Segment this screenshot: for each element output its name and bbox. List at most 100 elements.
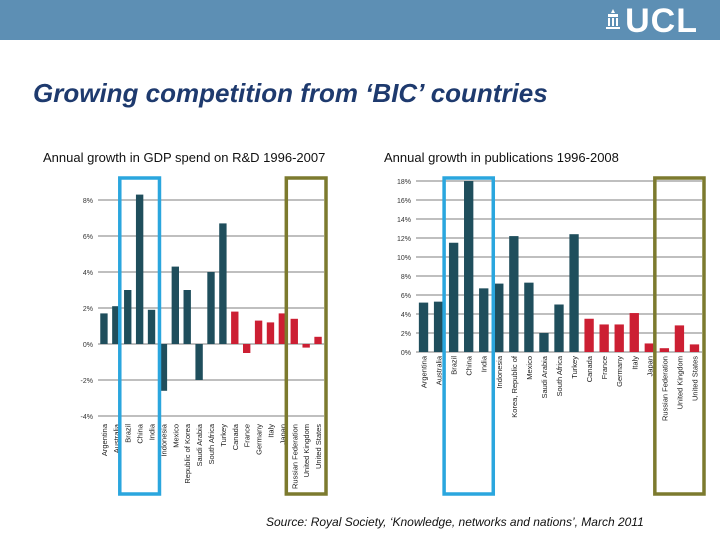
pub-highlight-box-other bbox=[653, 176, 706, 496]
rd-bar bbox=[100, 313, 108, 344]
ucl-logo: UCL bbox=[606, 2, 698, 40]
pub-ytick-label: 8% bbox=[401, 274, 411, 281]
pub-category-label: United Kingdom bbox=[675, 356, 684, 409]
rd-ytick-label: 0% bbox=[83, 342, 93, 349]
rd-category-label: China bbox=[136, 423, 145, 443]
pub-bar bbox=[674, 325, 685, 352]
rd-category-label: India bbox=[148, 423, 157, 440]
rd-bar bbox=[278, 313, 287, 344]
rd-bar bbox=[171, 266, 180, 344]
pub-category-label: Mexico bbox=[525, 356, 534, 380]
rd-ytick-label: 8% bbox=[83, 198, 93, 205]
pub-category-label: Turkey bbox=[570, 356, 579, 379]
pub-bar bbox=[494, 283, 504, 352]
pub-category-label: Korea, Republic of bbox=[510, 355, 519, 418]
rd-ytick-label: 2% bbox=[83, 306, 93, 313]
pub-category-label: Russian Federation bbox=[660, 356, 669, 421]
source-note: Source: Royal Society, ‘Knowledge, netwo… bbox=[266, 515, 644, 529]
chart2-title: Annual growth in publications 1996-2008 bbox=[384, 150, 619, 165]
rd-category-label: Germany bbox=[255, 424, 264, 455]
pub-bar bbox=[599, 324, 609, 352]
pub-ytick-label: 16% bbox=[397, 198, 411, 205]
pub-bar bbox=[644, 343, 654, 352]
pub-category-label: Argentina bbox=[420, 355, 429, 388]
pub-bar bbox=[659, 348, 670, 352]
pub-category-label: Australia bbox=[435, 355, 444, 385]
rd-bar bbox=[231, 311, 239, 344]
rd-category-label: United States bbox=[314, 424, 323, 469]
pub-bar bbox=[418, 302, 429, 352]
rd-category-label: Indonesia bbox=[159, 423, 168, 456]
rd-bar bbox=[159, 344, 168, 391]
header-bar: UCL bbox=[0, 0, 720, 40]
pub-category-label: Brazil bbox=[450, 356, 459, 375]
rd-category-label: Turkey bbox=[219, 424, 228, 447]
rd-bar bbox=[254, 320, 263, 344]
rd-bar bbox=[219, 223, 227, 344]
pub-bar bbox=[554, 304, 564, 352]
pub-category-label: Japan bbox=[645, 356, 654, 376]
rd-highlight-box-bic bbox=[118, 176, 162, 496]
pub-category-label: Indonesia bbox=[495, 355, 504, 388]
rd-bar bbox=[135, 194, 144, 344]
pub-category-label: Germany bbox=[615, 356, 624, 387]
pub-bar bbox=[509, 236, 519, 352]
rd-category-label: South Africa bbox=[207, 423, 216, 464]
rd-growth-chart: -4% -2% 0% 2% 4% 6% 8% Argentina Australia Brazil… bbox=[81, 176, 328, 496]
logo-text: UCL bbox=[625, 2, 698, 40]
pub-category-label: Italy bbox=[630, 356, 639, 370]
rd-bar bbox=[195, 344, 203, 380]
pub-ytick-label: 4% bbox=[401, 312, 411, 319]
pub-bar bbox=[629, 313, 639, 352]
pub-bar bbox=[569, 234, 579, 352]
rd-bar bbox=[207, 272, 215, 344]
publications-growth-chart: 0% 2% 4% 6% 8% 10% 12% 14% 16% 18% Argentina Austra… bbox=[397, 176, 706, 496]
pub-bar bbox=[584, 318, 594, 352]
rd-category-label: Republic of Korea bbox=[183, 423, 192, 483]
rd-bar bbox=[266, 322, 275, 344]
rd-category-label: Russian Federation bbox=[290, 424, 299, 489]
rd-ytick-label: -2% bbox=[81, 378, 93, 385]
portico-icon bbox=[606, 9, 621, 29]
pub-bar bbox=[479, 288, 489, 352]
pub-category-label: South Africa bbox=[555, 355, 564, 396]
rd-bar bbox=[183, 290, 191, 344]
rd-bar bbox=[112, 306, 120, 344]
pub-ytick-label: 2% bbox=[401, 331, 411, 338]
rd-category-label: Australia bbox=[112, 423, 121, 453]
rd-ytick-label: 4% bbox=[83, 270, 93, 277]
pub-category-label: China bbox=[465, 355, 474, 375]
rd-category-label: Saudi Arabia bbox=[195, 423, 204, 466]
rd-ytick-label: 6% bbox=[83, 234, 93, 241]
page-title: Growing competition from ‘BIC’ countries bbox=[33, 78, 548, 108]
pub-ytick-label: 10% bbox=[397, 255, 411, 262]
pub-bar bbox=[433, 301, 444, 352]
pub-category-label: United States bbox=[690, 356, 699, 401]
rd-bar bbox=[147, 309, 156, 344]
pub-bar bbox=[448, 242, 459, 352]
rd-category-label: Mexico bbox=[171, 424, 180, 448]
rd-category-label: Argentina bbox=[100, 423, 109, 456]
pub-bar bbox=[689, 344, 700, 352]
pub-bar bbox=[614, 324, 624, 352]
rd-bar bbox=[124, 290, 132, 344]
pub-category-label: Saudi Arabia bbox=[540, 355, 549, 398]
pub-category-label: Canada bbox=[585, 355, 594, 382]
pub-bar bbox=[464, 181, 474, 352]
pub-bar bbox=[524, 282, 534, 352]
rd-bar bbox=[314, 336, 322, 344]
rd-bar bbox=[290, 318, 298, 344]
rd-highlight-box-other bbox=[284, 176, 328, 496]
pub-bar bbox=[539, 333, 549, 352]
rd-category-label: Canada bbox=[231, 423, 240, 450]
rd-category-label: United Kingdom bbox=[302, 424, 311, 477]
chart1-title: Annual growth in GDP spend on R&D 1996-2… bbox=[43, 150, 326, 165]
rd-bar bbox=[302, 344, 310, 348]
pub-category-label: France bbox=[600, 356, 609, 379]
rd-category-label: Japan bbox=[278, 424, 287, 444]
pub-ytick-label: 18% bbox=[397, 179, 411, 186]
pub-ytick-label: 12% bbox=[397, 236, 411, 243]
pub-ytick-label: 14% bbox=[397, 217, 411, 224]
pub-category-label: India bbox=[480, 355, 489, 372]
rd-ytick-label: -4% bbox=[81, 414, 93, 421]
